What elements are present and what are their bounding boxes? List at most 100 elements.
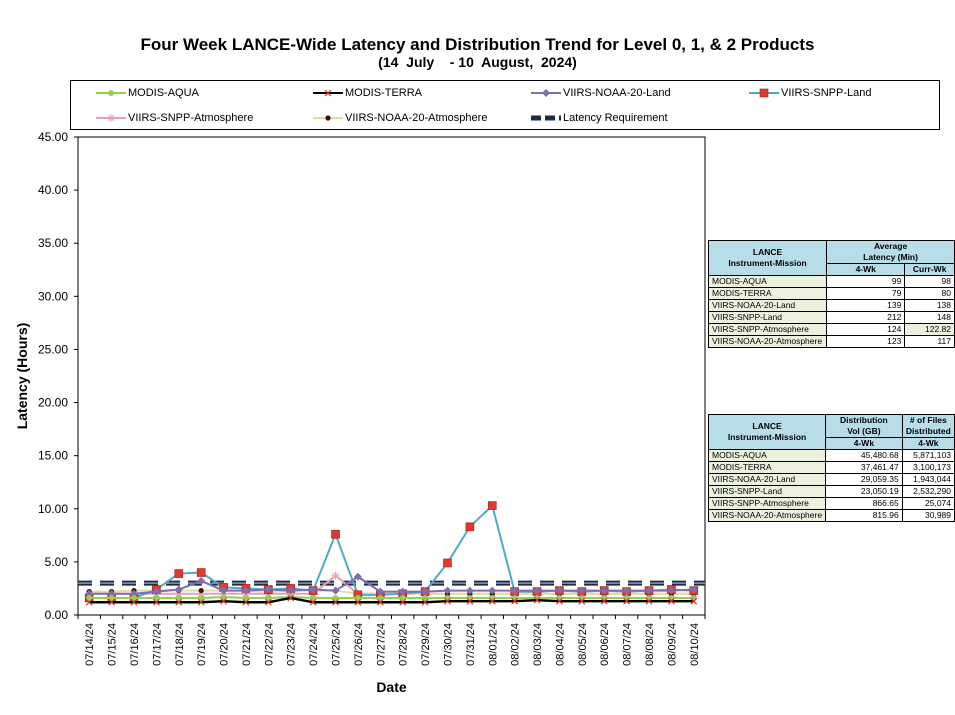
- table-cell-name: VIIRS-SNPP-Land: [707, 311, 828, 324]
- series-line-modis-terra: [89, 596, 694, 604]
- data-point: [108, 90, 114, 96]
- distribution-table-col-files-4wk: 4-Wk: [901, 437, 955, 450]
- data-point: [466, 597, 474, 605]
- data-point: [108, 598, 116, 606]
- data-point: [465, 586, 474, 595]
- series-modis-terra: [85, 594, 698, 606]
- series-line-viirs-noaa-20-land: [89, 575, 694, 595]
- table-row: MODIS-AQUA 99 98: [707, 275, 955, 288]
- x-tick-label: 07/26/24: [353, 623, 365, 666]
- y-tick-label: 10.00: [38, 502, 68, 516]
- data-point: [689, 585, 698, 594]
- data-point: [265, 595, 272, 602]
- data-point: [759, 88, 769, 98]
- table-cell-name: VIIRS-NOAA-20-Land: [707, 473, 827, 486]
- data-point: [198, 587, 204, 594]
- series-line-modis-aqua: [89, 595, 694, 600]
- table-cell-name: MODIS-AQUA: [707, 275, 828, 288]
- data-point: [487, 501, 497, 510]
- data-point: [220, 593, 227, 600]
- data-point: [488, 597, 496, 605]
- data-point: [175, 595, 182, 602]
- data-point: [444, 597, 451, 605]
- legend-item: VIIRS-SNPP-Land: [749, 87, 871, 99]
- data-point: [153, 595, 160, 602]
- data-point: [197, 589, 206, 598]
- x-tick-label: 07/23/24: [286, 623, 298, 666]
- x-tick-label: 07/29/24: [420, 623, 432, 666]
- data-point: [242, 595, 249, 602]
- data-point: [130, 598, 138, 606]
- x-tick-label: 07/15/24: [107, 623, 119, 666]
- data-point: [577, 586, 586, 595]
- table-row: VIIRS-SNPP-Atmosphere 124 122.82: [707, 323, 955, 336]
- data-point: [376, 587, 385, 596]
- table-cell-value: 79: [826, 287, 906, 300]
- chart-title: Four Week LANCE-Wide Latency and Distrib…: [140, 35, 815, 54]
- x-tick-label: 08/04/24: [554, 623, 566, 666]
- table-cell-value: 124: [826, 323, 906, 336]
- distribution-table-header-files: # of Files Distributed: [901, 414, 955, 438]
- legend-swatch: [96, 90, 126, 96]
- data-point: [331, 586, 340, 595]
- table-row: VIIRS-NOAA-20-Land 29,059.35 1,943,044: [707, 473, 955, 486]
- data-point: [511, 597, 519, 605]
- data-point: [107, 114, 115, 122]
- table-cell-value: 148: [904, 311, 955, 324]
- data-point: [578, 597, 586, 605]
- data-point: [600, 597, 608, 605]
- data-point: [264, 598, 272, 606]
- x-tick-label: 07/24/24: [308, 623, 320, 666]
- chart-legend: MODIS-AQUA MODIS-TERRA VIIRS-NOAA-20-Land V…: [70, 80, 940, 130]
- x-tick-label: 08/02/24: [510, 623, 522, 666]
- table-cell-value: 29,059.35: [825, 473, 903, 486]
- latency-table-col-4wk: 4-Wk: [826, 263, 906, 276]
- data-point: [85, 598, 93, 606]
- data-point: [108, 595, 115, 602]
- latency-table-header-average: Average Latency (Min): [826, 240, 955, 264]
- x-tick-label: 07/18/24: [174, 623, 186, 666]
- x-tick-label: 08/10/24: [689, 623, 701, 666]
- legend-label: VIIRS-SNPP-Atmosphere: [128, 112, 254, 124]
- data-point: [555, 586, 564, 595]
- distribution-table-col-vol-4wk: 4-Wk: [825, 437, 903, 450]
- data-point: [421, 598, 429, 606]
- data-point: [174, 585, 183, 594]
- x-tick-label: 08/01/24: [487, 623, 499, 666]
- table-cell-value: 23,050.19: [825, 485, 903, 498]
- table-cell-value: 3,100,173: [901, 461, 955, 474]
- x-tick-label: 08/08/24: [644, 623, 656, 666]
- table-cell-name: VIIRS-SNPP-Land: [707, 485, 827, 498]
- legend-label: MODIS-AQUA: [128, 87, 199, 99]
- x-tick-label: 08/05/24: [577, 623, 589, 666]
- table-row: VIIRS-SNPP-Atmosphere 866.65 25,074: [707, 497, 955, 510]
- data-point: [129, 589, 138, 598]
- x-tick-label: 07/28/24: [398, 623, 410, 666]
- latency-table-col-currwk: Curr-Wk: [904, 263, 955, 276]
- y-tick-label: 35.00: [38, 236, 68, 250]
- y-tick-label: 40.00: [38, 183, 68, 197]
- y-tick-label: 5.00: [45, 555, 69, 569]
- table-cell-name: VIIRS-NOAA-20-Atmosphere: [707, 335, 828, 348]
- table-cell-value: 117: [904, 335, 955, 348]
- table-cell-value: 138: [904, 299, 955, 312]
- table-cell-value: 99: [826, 275, 906, 288]
- x-tick-label: 07/31/24: [465, 623, 477, 666]
- data-point: [399, 598, 407, 606]
- table-cell-value: 30,989: [901, 509, 955, 522]
- table-cell-value: 866.65: [825, 497, 903, 510]
- data-point: [488, 586, 497, 595]
- x-tick-label: 07/20/24: [219, 623, 231, 666]
- table-cell-name: MODIS-TERRA: [707, 461, 827, 474]
- data-point: [421, 587, 430, 596]
- data-point: [197, 598, 205, 606]
- data-point: [533, 586, 542, 595]
- data-point: [107, 589, 116, 598]
- data-point: [667, 597, 675, 605]
- table-cell-name: VIIRS-NOAA-20-Atmosphere: [707, 509, 827, 522]
- data-point: [86, 595, 93, 602]
- data-point: [645, 597, 653, 605]
- data-point: [85, 589, 94, 598]
- data-point: [286, 586, 295, 595]
- chart-subtitle: (14 July - 10 August, 2024): [378, 54, 577, 70]
